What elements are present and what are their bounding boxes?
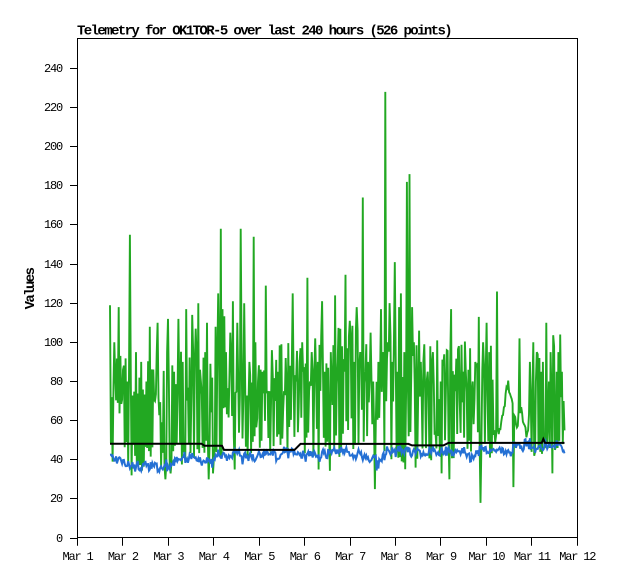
svg-text:Mar 4: Mar 4 [199,550,230,564]
svg-text:200: 200 [44,140,63,154]
svg-text:Mar 8: Mar 8 [381,550,412,564]
svg-text:120: 120 [44,297,63,311]
svg-text:Mar 6: Mar 6 [290,550,321,564]
svg-text:140: 140 [44,258,63,272]
svg-text:Mar 1: Mar 1 [62,550,93,564]
svg-text:Mar 11: Mar 11 [514,550,551,564]
svg-text:20: 20 [50,492,63,506]
svg-text:Mar 7: Mar 7 [335,550,366,564]
svg-text:Telemetry for OK1TOR-5 over la: Telemetry for OK1TOR-5 over last 240 hou… [77,24,451,40]
svg-text:Mar 2: Mar 2 [108,550,139,564]
svg-text:60: 60 [50,414,63,428]
svg-text:40: 40 [50,453,63,467]
svg-text:Mar 5: Mar 5 [244,550,275,564]
svg-text:Mar 3: Mar 3 [153,550,184,564]
svg-text:Mar 10: Mar 10 [468,550,505,564]
svg-text:180: 180 [44,179,63,193]
svg-text:80: 80 [50,375,63,389]
svg-text:0: 0 [56,532,63,546]
svg-text:220: 220 [44,101,63,115]
svg-text:100: 100 [44,336,63,350]
svg-text:Mar 9: Mar 9 [426,550,457,564]
svg-text:Values: Values [23,267,39,309]
svg-text:Mar 12: Mar 12 [559,550,596,564]
svg-text:240: 240 [44,62,63,76]
svg-text:160: 160 [44,218,63,232]
